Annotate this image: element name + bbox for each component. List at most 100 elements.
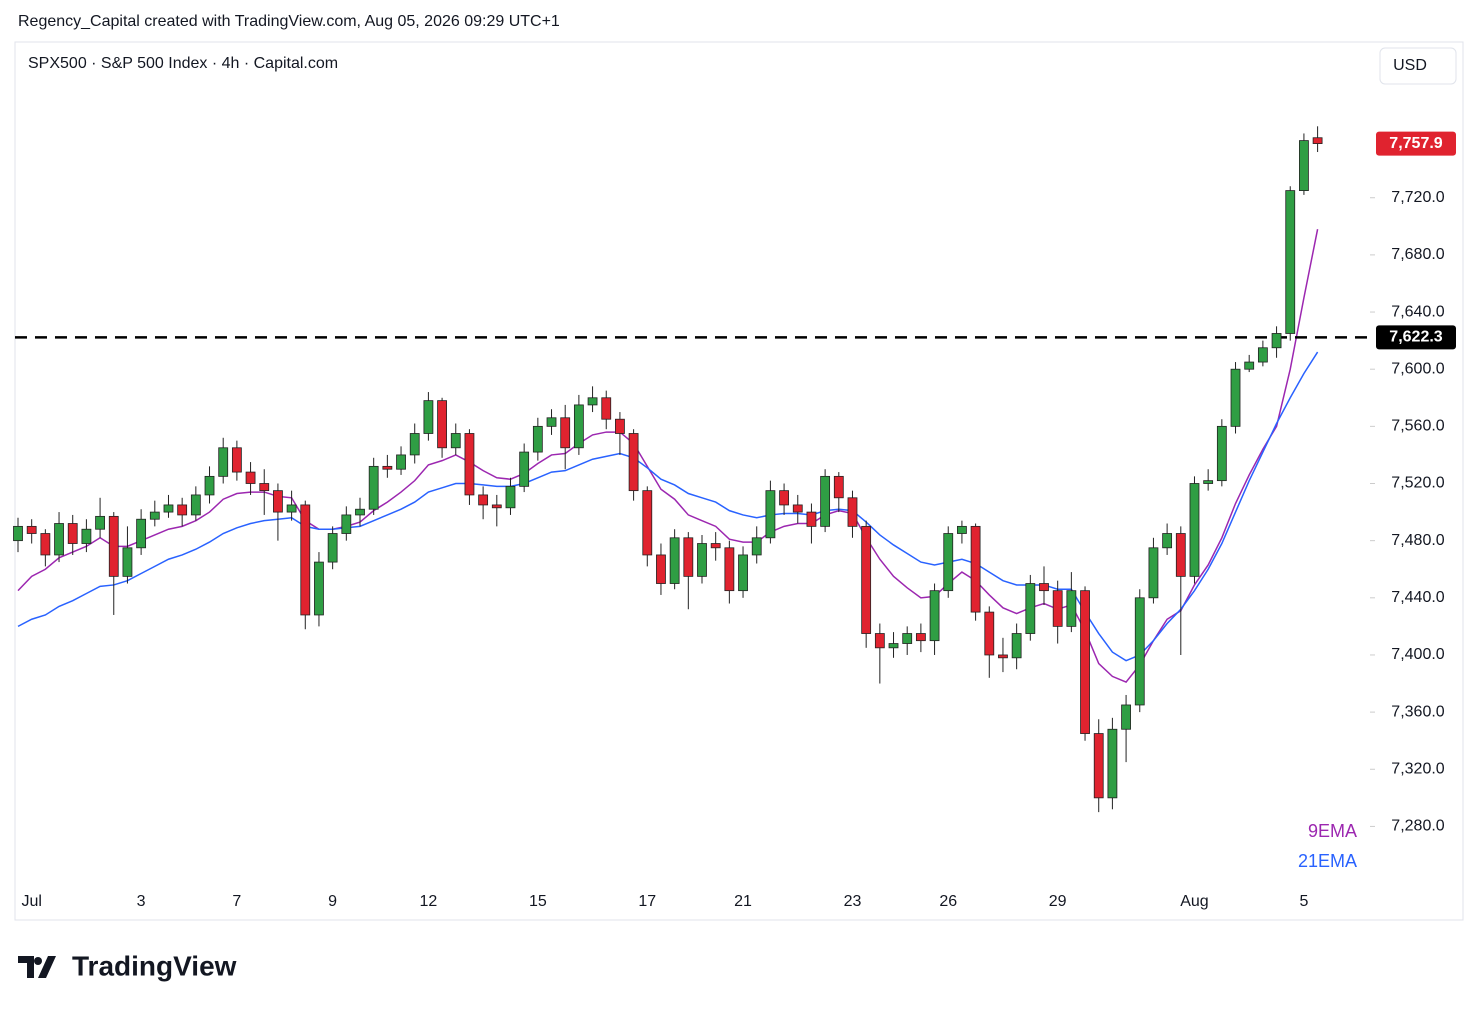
candle-body — [1162, 533, 1173, 549]
y-tick-label: 7,400.0 — [1391, 646, 1444, 663]
candle-body — [628, 433, 639, 492]
y-tick-label: 7,480.0 — [1391, 532, 1444, 549]
candle-body — [519, 451, 530, 487]
candle-body — [957, 525, 967, 534]
candle-body — [177, 504, 188, 516]
candle-body — [286, 504, 297, 513]
candle-body — [245, 471, 256, 484]
candle-body — [683, 537, 694, 577]
candle-body — [396, 454, 406, 470]
candle-body — [601, 397, 612, 420]
candle-body — [409, 433, 420, 456]
x-tick-label: 9 — [328, 893, 337, 910]
candle-body — [1066, 590, 1077, 627]
candle-body — [902, 633, 913, 644]
candle-body — [656, 554, 666, 584]
candle-body — [1257, 347, 1268, 363]
candle-body — [1080, 590, 1090, 734]
y-tick-label: 7,600.0 — [1391, 360, 1444, 377]
y-tick-label: 7,680.0 — [1391, 246, 1444, 263]
candle-body — [1189, 483, 1200, 577]
candle-body — [314, 561, 324, 616]
x-tick-label: 7 — [232, 893, 241, 910]
candle-body — [970, 525, 981, 613]
currency-label: USD — [1393, 57, 1427, 74]
x-tick-label: 21 — [734, 893, 752, 910]
brand-logo — [18, 956, 56, 978]
candle-body — [1011, 633, 1022, 659]
candle-body — [40, 533, 51, 556]
level-label: 7,622.3 — [1389, 329, 1442, 346]
candle-body — [95, 515, 105, 530]
candle-body — [738, 554, 748, 592]
candle-body — [204, 475, 215, 496]
ema-line — [17, 229, 1319, 684]
candle-body — [573, 404, 584, 449]
candle-body — [81, 528, 92, 544]
candle-body — [915, 633, 926, 642]
candle-body — [1244, 361, 1255, 370]
candle-body — [1025, 583, 1036, 634]
ema-line — [17, 351, 1319, 662]
candle-body — [67, 523, 78, 544]
legend-label: 9EMA — [1308, 821, 1357, 841]
candle-body — [710, 543, 721, 549]
candle-body — [765, 490, 776, 539]
candle-body — [587, 397, 598, 406]
candle-body — [218, 447, 229, 477]
candle-body — [1148, 547, 1159, 599]
candle-body — [751, 537, 762, 556]
candle-body — [327, 533, 338, 563]
candle-body — [1230, 368, 1241, 427]
level-badge — [1376, 325, 1456, 350]
candle-body — [423, 400, 434, 434]
legend-label: 21EMA — [1298, 851, 1357, 871]
currency-button[interactable] — [1379, 47, 1457, 85]
candle-body — [149, 511, 160, 520]
y-tick-label: 7,640.0 — [1391, 303, 1444, 320]
candle-body — [478, 494, 489, 506]
candle-body — [341, 514, 352, 534]
candle-body — [273, 490, 283, 513]
candle-body — [1312, 137, 1323, 144]
candle-body — [505, 485, 516, 509]
candle-body — [888, 643, 899, 649]
x-tick-label: 3 — [137, 893, 146, 910]
y-tick-label: 7,720.0 — [1391, 189, 1444, 206]
candle-body — [792, 504, 803, 513]
candle-body — [1134, 597, 1145, 706]
y-tick-label: 7,440.0 — [1391, 589, 1444, 606]
candle-body — [669, 537, 680, 584]
candle-body — [697, 543, 707, 577]
candle-body — [532, 425, 543, 453]
candle-body — [54, 523, 64, 556]
x-tick-label: 5 — [1299, 893, 1308, 910]
x-tick-label: 12 — [420, 893, 438, 910]
candle-body — [546, 417, 557, 427]
y-tick-label: 7,520.0 — [1391, 475, 1444, 492]
candle-body — [13, 525, 23, 542]
candle-body — [355, 508, 365, 516]
candle-body — [1107, 728, 1118, 799]
x-tick-label: 29 — [1049, 893, 1067, 910]
candle-body — [1121, 704, 1131, 730]
candle-body — [820, 475, 831, 527]
candle-body — [1203, 480, 1214, 484]
chart-title: SPX500 · S&P 500 Index · 4h · Capital.co… — [28, 55, 338, 72]
candle-body — [368, 465, 379, 510]
y-tick-label: 7,360.0 — [1391, 703, 1444, 720]
candle-body — [437, 400, 447, 449]
y-tick-label: 7,560.0 — [1391, 418, 1444, 435]
x-tick-label: 26 — [939, 893, 957, 910]
candle-body — [163, 504, 174, 513]
candle-body — [984, 611, 995, 656]
candle-body — [806, 511, 817, 527]
candle-body — [1299, 140, 1309, 191]
candle-body — [615, 418, 625, 434]
candle-body — [724, 547, 735, 592]
candle-body — [1216, 425, 1227, 482]
candle-body — [998, 654, 1008, 659]
y-tick-label: 7,320.0 — [1391, 760, 1444, 777]
candle-body — [1039, 583, 1049, 592]
